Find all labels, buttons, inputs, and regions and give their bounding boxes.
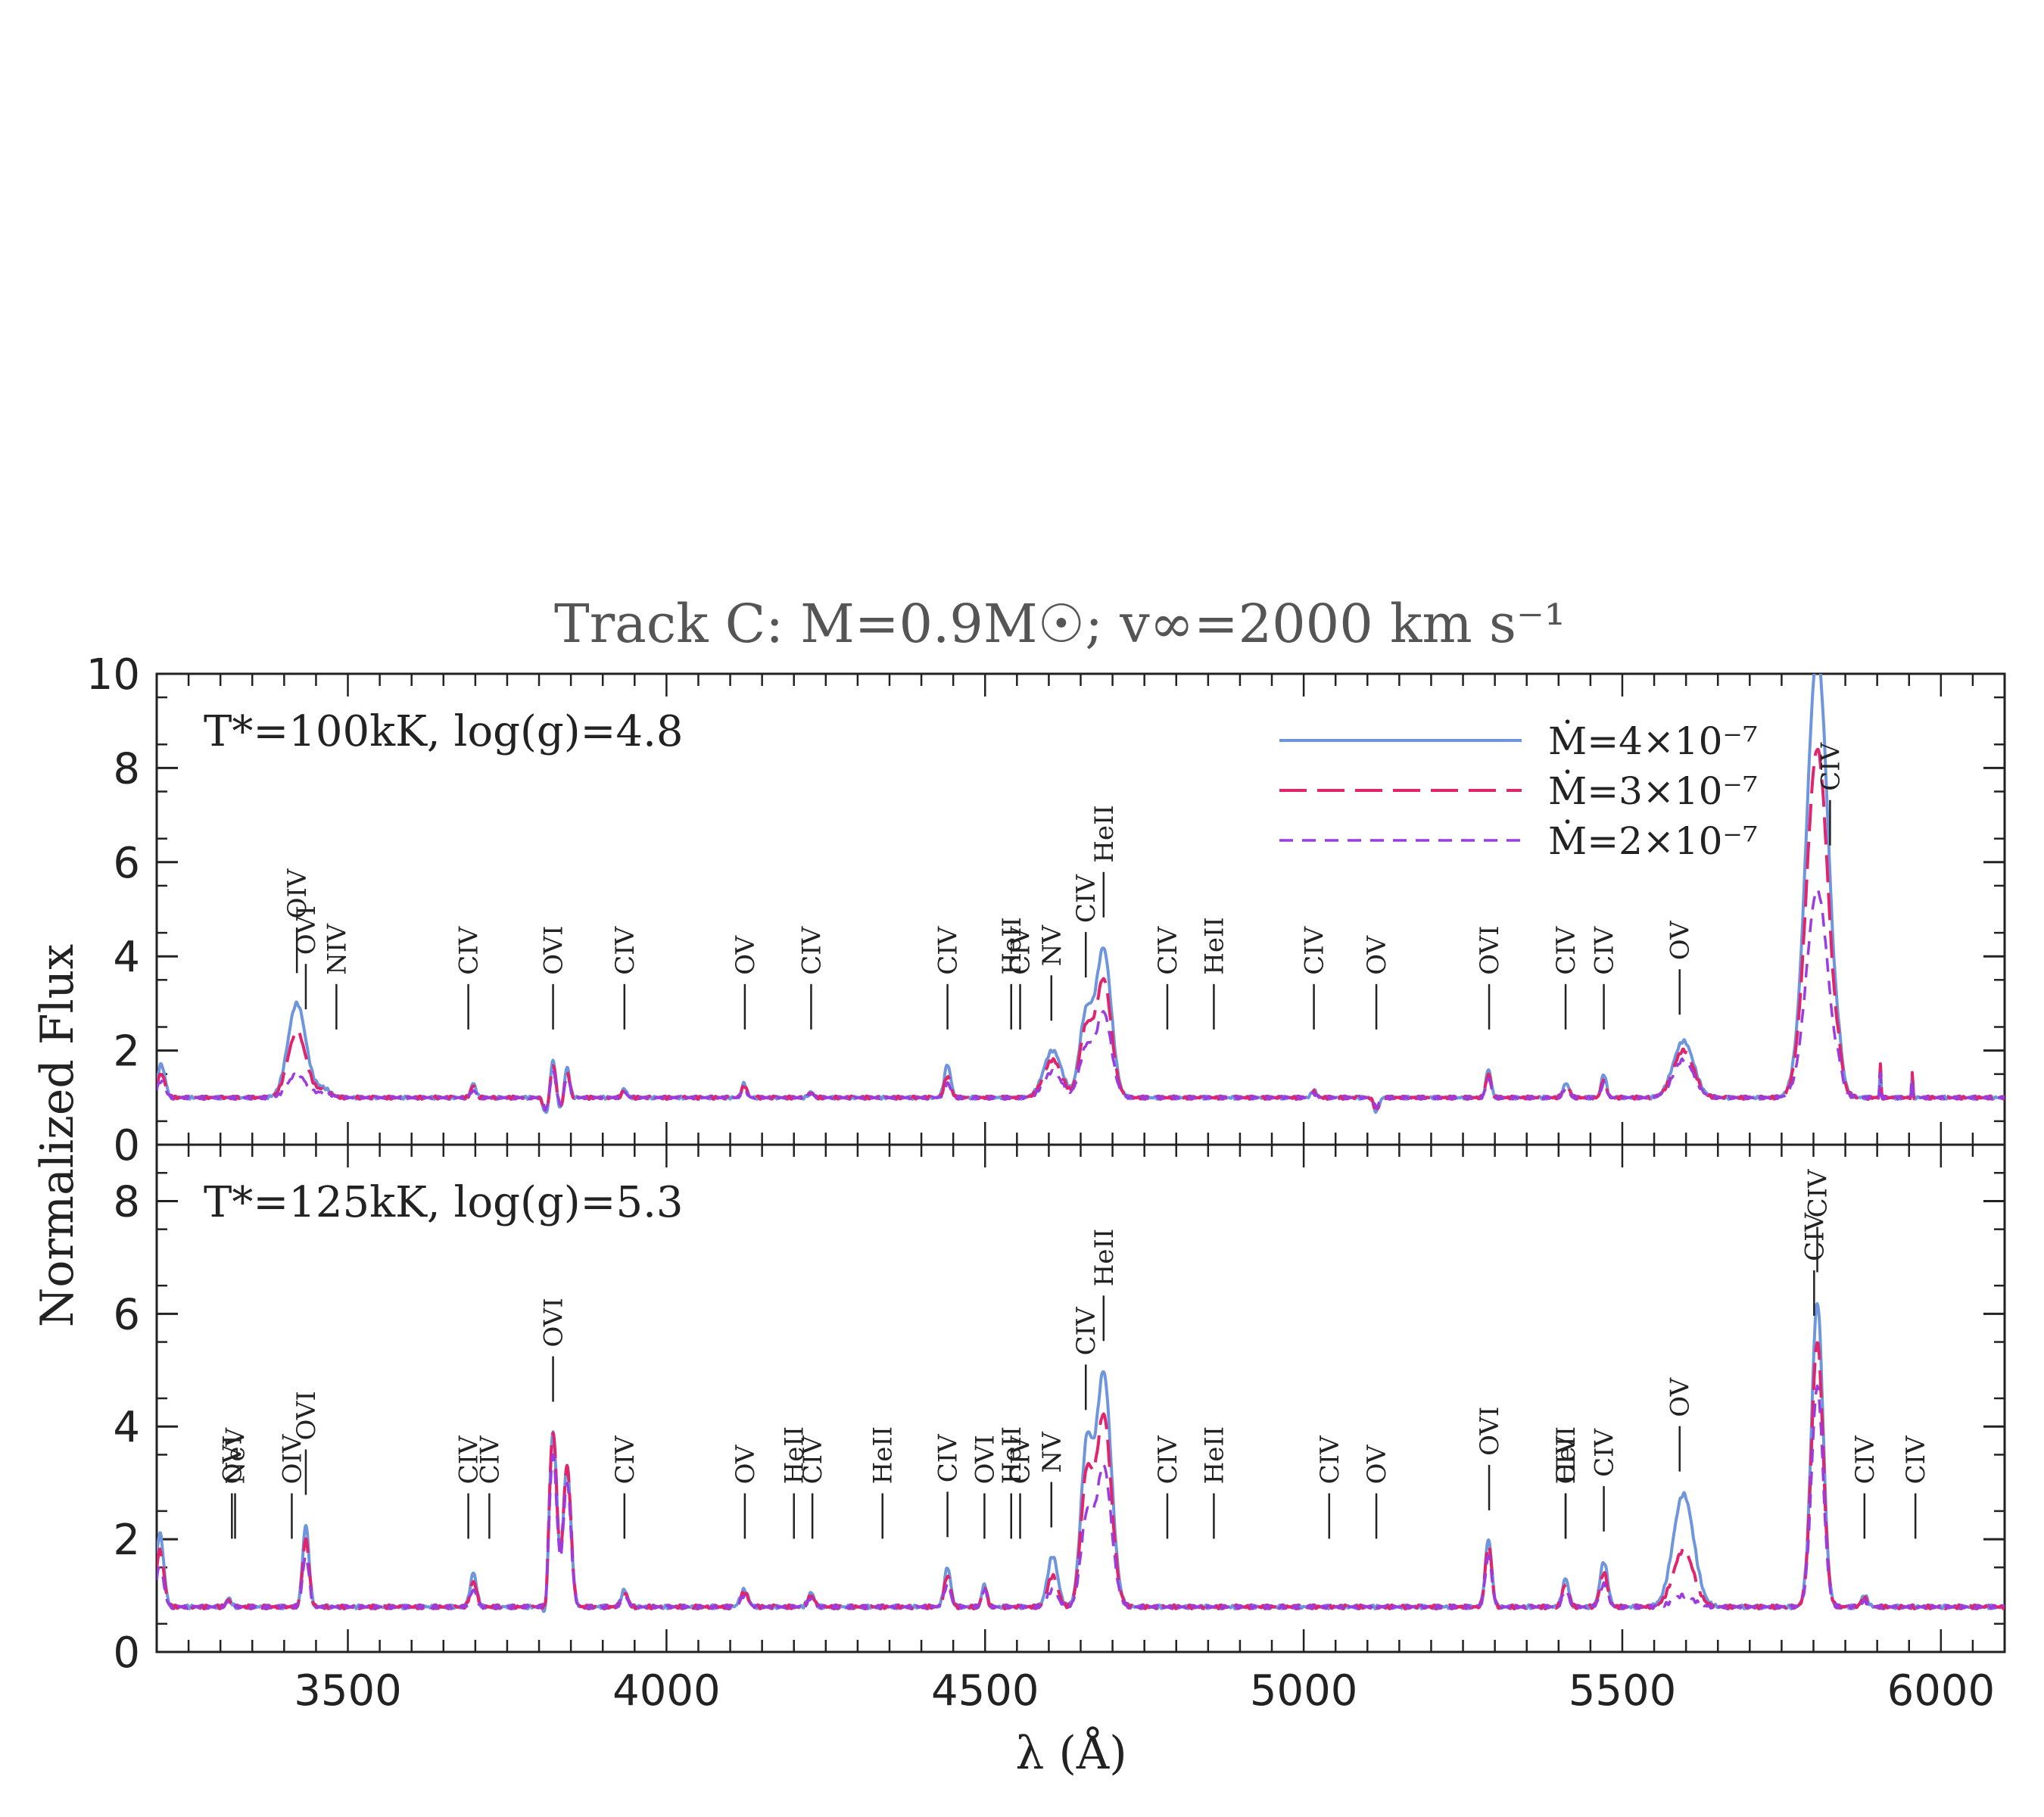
bottom-series-group: [157, 1301, 2005, 1613]
bottom-panel-label: T*=125kK, log(g)=5.3: [204, 1178, 684, 1227]
x-tick-label: 5500: [1569, 1666, 1677, 1716]
x-tick-label: 3500: [294, 1666, 402, 1716]
x-tick-label: 4000: [612, 1666, 721, 1716]
x-axis-title: λ (Å): [1015, 1726, 1126, 1780]
top-line-label: OVI: [539, 926, 569, 975]
bottom-line-label: HeII: [1199, 1426, 1229, 1485]
bottom-line-label: HeII: [1551, 1426, 1581, 1485]
top-line-label: OV: [1665, 920, 1696, 960]
top-series-group: [157, 674, 2005, 1114]
legend-label-high: Ṁ=4×10⁻⁷: [1548, 718, 1758, 763]
bottom-line-label: CIV: [475, 1435, 505, 1484]
bottom-y-tick-label: 8: [113, 1177, 140, 1226]
top-series-mid-line: [157, 747, 2005, 1114]
legend-label-mid: Ṁ=3×10⁻⁷: [1548, 768, 1758, 813]
bottom-line-label: OVI: [217, 1435, 248, 1484]
y-axis-title: Normalized Flux: [31, 944, 84, 1327]
bottom-line-label: CIV: [1590, 1427, 1620, 1476]
top-line-label: OV: [731, 935, 761, 975]
top-line-label: CIV: [454, 925, 485, 974]
top-panel-label: T*=100kK, log(g)=4.8: [204, 707, 684, 756]
bottom-series-low-line: [157, 1384, 2005, 1610]
top-line-label: HeII: [1199, 917, 1229, 975]
bottom-line-label: HeII: [1089, 1229, 1120, 1287]
bottom-line-label: CIV: [1551, 1435, 1581, 1484]
top-line-label: OIV: [282, 868, 313, 918]
bottom-line-label: OV: [1665, 1376, 1696, 1417]
top-line-label: CIV: [1590, 925, 1620, 974]
top-series-low-line: [157, 887, 2005, 1112]
top-line-label: HeII: [997, 917, 1027, 975]
legend-label-low: Ṁ=2×10⁻⁷: [1548, 818, 1758, 863]
top-line-label: CIV: [1006, 925, 1036, 974]
bottom-y-tick-label: 4: [113, 1403, 140, 1452]
bottom-line-label: CIV: [1315, 1435, 1345, 1484]
top-line-label: CIV: [1815, 741, 1846, 790]
bottom-line-label: CIV: [1850, 1435, 1880, 1484]
top-line-label: NV: [1037, 924, 1067, 966]
top-line-label: CIV: [1153, 925, 1183, 974]
legend: Ṁ=4×10⁻⁷ Ṁ=3×10⁻⁷ Ṁ=2×10⁻⁷: [1279, 718, 1758, 863]
top-line-label: CIV: [1071, 874, 1101, 923]
x-tick-label: 4500: [931, 1666, 1039, 1716]
chart-title: Track C: M=0.9M☉; v∞=2000 km s⁻¹: [554, 593, 1566, 655]
top-line-label: OV: [1362, 935, 1392, 975]
bottom-line-label: HeII: [997, 1426, 1027, 1485]
bottom-series-mid-line: [157, 1341, 2005, 1610]
bottom-line-label: OVI: [539, 1298, 569, 1347]
top-line-label: OVI: [1475, 926, 1505, 975]
x-tick-label: 5000: [1250, 1666, 1358, 1716]
bottom-line-label: HeII: [780, 1426, 810, 1485]
bottom-y-tick-label: 6: [113, 1290, 140, 1339]
bottom-line-label: CIV: [1006, 1435, 1036, 1484]
top-line-label: HeII: [1089, 805, 1120, 863]
bottom-line-label: CIV: [1901, 1435, 1931, 1484]
top-y-tick-label: 4: [113, 933, 140, 982]
bottom-line-label: CIV: [1803, 1168, 1834, 1217]
bottom-y-tick-label: 2: [113, 1516, 140, 1565]
top-line-label: CIV: [797, 925, 827, 974]
bottom-line-label: NeV: [221, 1427, 251, 1485]
bottom-line-label: NV: [1037, 1431, 1067, 1473]
bottom-line-label: CIV: [454, 1435, 485, 1484]
bottom-line-label: OVI: [970, 1435, 1000, 1484]
bottom-line-label: CIV: [798, 1435, 828, 1484]
bottom-line-label: CIV: [610, 1435, 640, 1484]
bottom-line-label: CIV: [933, 1433, 964, 1482]
bottom-line-label: OIV: [277, 1433, 307, 1484]
top-line-label: CIV: [1551, 925, 1581, 974]
top-y-tick-label: 10: [86, 650, 140, 700]
bottom-line-label: OV: [731, 1444, 761, 1484]
x-tick-label: 6000: [1887, 1666, 1996, 1716]
bottom-line-label: OV: [1362, 1444, 1392, 1484]
top-line-label: NIV: [322, 923, 352, 975]
bottom-line-label: CIV: [1153, 1435, 1183, 1484]
top-line-label: CIV: [933, 925, 964, 974]
bottom-line-label: OVI: [1475, 1407, 1505, 1456]
bottom-y-tick-label: 0: [113, 1628, 140, 1678]
bottom-line-label: CIV: [1799, 1211, 1830, 1261]
bottom-line-label: HeII: [868, 1426, 899, 1485]
top-y-tick-label: 8: [113, 744, 140, 793]
bottom-panel: 0 2 4 6 8 3500 4000 4500 5000 5500 6000 T*=125kK, l…: [113, 1143, 2006, 1716]
bottom-line-label: OVI: [291, 1391, 322, 1440]
top-y-tick-label: 2: [113, 1027, 140, 1077]
bottom-line-label: CIV: [1071, 1306, 1101, 1355]
top-line-label: OVI: [291, 905, 322, 955]
top-line-label: CIV: [1300, 925, 1330, 974]
top-line-label: CIV: [610, 925, 640, 974]
top-y-tick-label: 6: [113, 839, 140, 888]
top-y-tick-label: 0: [113, 1121, 140, 1170]
